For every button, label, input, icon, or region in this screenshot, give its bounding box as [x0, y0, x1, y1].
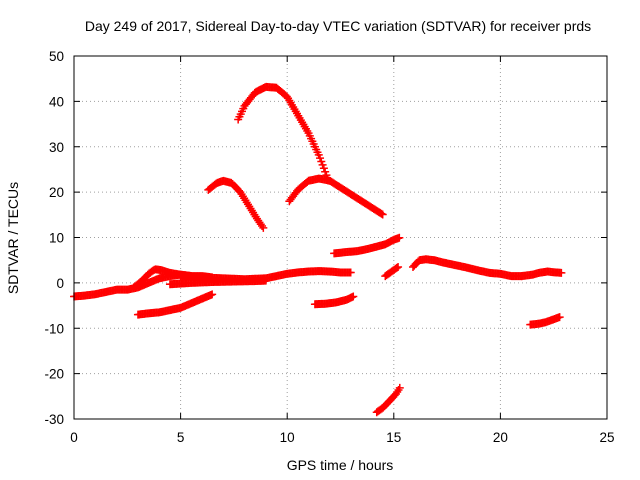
series-arc-mid-hump [285, 174, 387, 219]
data-point-marker [346, 268, 355, 277]
y-tick-label: -20 [44, 367, 64, 382]
x-tick-label: 10 [280, 430, 295, 445]
y-tick-label: -30 [44, 412, 64, 427]
series-band-low-lower [165, 276, 270, 289]
y-tick-label: 20 [49, 185, 64, 200]
data-point-marker [377, 209, 386, 218]
data-point-marker [349, 292, 358, 301]
data-point-marker [208, 290, 217, 299]
data-point-marker [395, 233, 404, 242]
series-rise-near-10 [330, 233, 404, 258]
series-arc-left-hump [204, 176, 268, 232]
series-band-5-to-13 [176, 267, 355, 284]
x-tick-label: 0 [70, 430, 78, 445]
series-right-hump [408, 255, 526, 281]
y-tick-label: 10 [49, 231, 64, 246]
y-tick-label: -10 [44, 321, 64, 336]
y-tick-label: 0 [56, 276, 64, 291]
series-deep-neg [372, 383, 404, 417]
data-series [70, 82, 566, 417]
chart-title: Day 249 of 2017, Sidereal Day-to-day VTE… [85, 18, 591, 34]
series-neg-right [526, 313, 564, 329]
y-axis-label: SDTVAR / TECUs [5, 182, 21, 294]
x-tick-label: 20 [493, 430, 508, 445]
y-tick-label: 40 [49, 94, 64, 109]
series-neg-band-mid [310, 292, 358, 309]
x-tick-label: 15 [386, 430, 401, 445]
data-point-marker [555, 313, 564, 322]
plot-frame [73, 55, 608, 420]
grid-lines [74, 56, 607, 419]
y-tick-label: 30 [49, 140, 64, 155]
data-point-marker [395, 383, 404, 392]
data-point-marker [259, 223, 268, 232]
series-right-tail [517, 267, 566, 281]
data-point-marker [378, 210, 387, 219]
axis-ticks: 0 5 10 15 20 25 -30 -20 -10 0 10 20 30 40 50 [44, 49, 614, 445]
series-arc-big-peak [234, 82, 332, 183]
data-point-marker [392, 263, 401, 272]
data-point-marker [557, 268, 566, 277]
series-neg-band-left [133, 290, 217, 319]
x-tick-label: 5 [177, 430, 185, 445]
x-axis-label: GPS time / hours [287, 457, 394, 473]
series-rise-15 [381, 262, 403, 281]
y-tick-label: 50 [49, 49, 64, 64]
data-point-marker [261, 276, 270, 285]
x-tick-label: 25 [599, 430, 614, 445]
data-point-marker [258, 222, 267, 231]
data-point-marker [394, 262, 403, 271]
